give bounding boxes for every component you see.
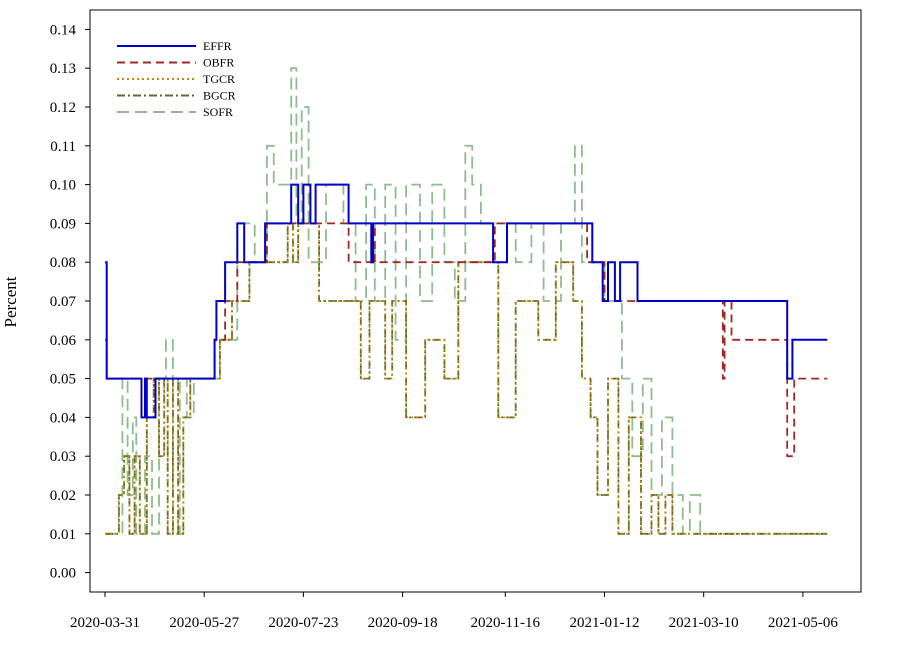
x-tick-label: 2021-01-12 [569, 615, 639, 631]
legend-label-sofr: SOFR [203, 105, 233, 119]
y-axis-label: Percent [1, 276, 20, 327]
x-tick-label: 2020-07-23 [268, 615, 338, 631]
x-tick-label: 2020-05-27 [169, 615, 239, 631]
y-tick-label: 0.04 [50, 410, 77, 426]
legend-label-obfr: OBFR [203, 56, 234, 70]
y-tick-label: 0.08 [50, 255, 76, 271]
y-tick-label: 0.00 [50, 566, 76, 582]
y-tick-label: 0.05 [50, 372, 76, 388]
series-line-obfr [105, 222, 828, 458]
y-tick-label: 0.12 [50, 100, 76, 116]
x-tick-label: 2020-11-16 [471, 615, 541, 631]
y-tick-label: 0.10 [50, 178, 76, 194]
series-line-sofr [105, 67, 828, 535]
series-lines [105, 67, 828, 535]
y-tick-label: 0.14 [50, 22, 77, 38]
y-tick-label: 0.09 [50, 216, 76, 232]
y-tick-label: 0.11 [50, 139, 76, 155]
x-tick-label: 2020-03-31 [70, 615, 140, 631]
y-tick-label: 0.07 [50, 294, 77, 310]
y-tick-label: 0.02 [50, 488, 76, 504]
y-tick-label: 0.01 [50, 527, 76, 543]
legend-label-bgcr: BGCR [203, 89, 236, 103]
x-tick-label: 2020-09-18 [368, 615, 438, 631]
legend: EFFR OBFR TGCR BGCR SOFR [117, 39, 236, 119]
y-tick-label: 0.06 [50, 333, 77, 349]
series-line-effr [105, 183, 828, 419]
y-tick-label: 0.13 [50, 61, 76, 77]
legend-label-effr: EFFR [203, 39, 232, 53]
y-tick-label: 0.03 [50, 449, 76, 465]
y-axis-ticks: 0.00 0.01 0.02 0.03 0.04 0.05 0.06 0.07 0.08 0.09… [50, 22, 90, 582]
x-axis-ticks: 2020-03-31 2020-05-27 2020-07-23 2020-09-18… [70, 592, 838, 631]
x-tick-label: 2021-03-10 [669, 615, 739, 631]
series-line-bgcr [105, 222, 828, 535]
x-tick-label: 2021-05-06 [768, 615, 838, 631]
legend-label-tgcr: TGCR [203, 72, 235, 86]
